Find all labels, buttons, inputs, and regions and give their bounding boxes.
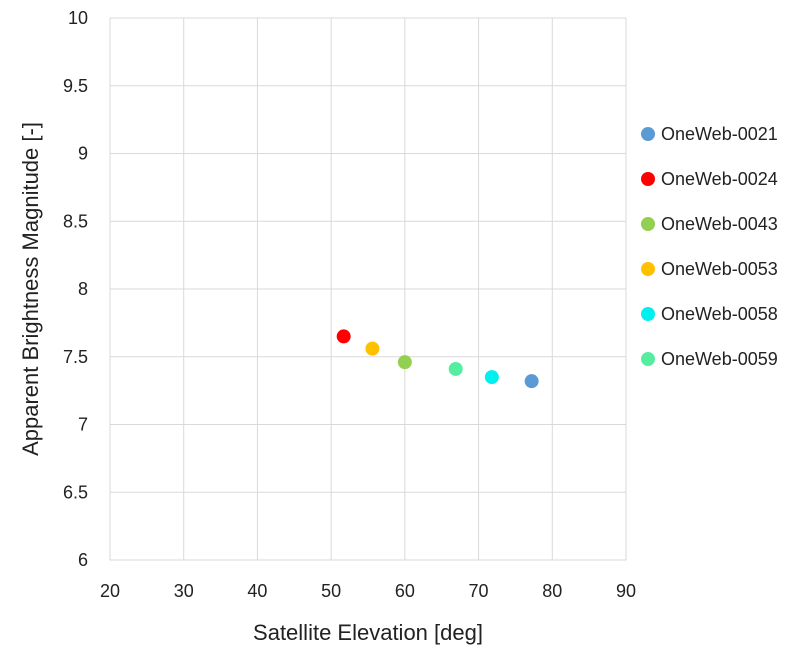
y-tick-label: 8.5 xyxy=(63,211,88,231)
y-tick-label: 8 xyxy=(78,279,88,299)
legend-item: OneWeb-0021 xyxy=(641,124,778,144)
legend-marker xyxy=(641,172,655,186)
data-point-oneweb-0024 xyxy=(336,329,351,344)
legend-item: OneWeb-0058 xyxy=(641,304,778,324)
legend-marker xyxy=(641,127,655,141)
legend-label: OneWeb-0059 xyxy=(661,349,778,369)
legend-marker xyxy=(641,352,655,366)
y-tick-label: 7 xyxy=(78,415,88,435)
x-axis-title: Satellite Elevation [deg] xyxy=(253,620,483,645)
data-point-oneweb-0053 xyxy=(365,341,380,356)
x-tick-label: 20 xyxy=(100,581,120,601)
legend-marker xyxy=(641,217,655,231)
x-tick-label: 30 xyxy=(174,581,194,601)
y-tick-label: 10 xyxy=(68,8,88,28)
grid-lines xyxy=(109,17,627,561)
legend-label: OneWeb-0058 xyxy=(661,304,778,324)
legend-label: OneWeb-0043 xyxy=(661,214,778,234)
x-tick-labels: 20 30 40 50 60 70 80 90 xyxy=(100,581,636,601)
data-point-oneweb-0021 xyxy=(524,374,539,389)
x-tick-label: 70 xyxy=(469,581,489,601)
legend-item: OneWeb-0059 xyxy=(641,349,778,369)
legend-label: OneWeb-0053 xyxy=(661,259,778,279)
x-tick-label: 90 xyxy=(616,581,636,601)
y-tick-label: 6 xyxy=(78,550,88,570)
data-point-oneweb-0058 xyxy=(484,370,499,385)
plot-area xyxy=(109,17,627,561)
y-tick-label: 7.5 xyxy=(63,347,88,367)
y-tick-labels: 6 6.5 7 7.5 8 8.5 9 9.5 10 xyxy=(63,8,88,570)
legend-item: OneWeb-0024 xyxy=(641,169,778,189)
legend-marker xyxy=(641,307,655,321)
legend-item: OneWeb-0043 xyxy=(641,214,778,234)
data-point-oneweb-0059 xyxy=(448,361,463,376)
x-tick-label: 60 xyxy=(395,581,415,601)
x-tick-label: 80 xyxy=(542,581,562,601)
legend-item: OneWeb-0053 xyxy=(641,259,778,279)
y-axis-title: Apparent Brightness Magnitude [-] xyxy=(18,122,43,456)
x-tick-label: 50 xyxy=(321,581,341,601)
data-point-oneweb-0043 xyxy=(397,355,412,370)
y-tick-label: 9.5 xyxy=(63,76,88,96)
legend-marker xyxy=(641,262,655,276)
legend-label: OneWeb-0021 xyxy=(661,124,778,144)
legend-label: OneWeb-0024 xyxy=(661,169,778,189)
data-points xyxy=(336,329,539,389)
legend: OneWeb-0021 OneWeb-0024 OneWeb-0043 OneWeb-… xyxy=(641,124,778,369)
y-tick-label: 6.5 xyxy=(63,482,88,502)
y-tick-label: 9 xyxy=(78,144,88,164)
x-tick-label: 40 xyxy=(247,581,267,601)
